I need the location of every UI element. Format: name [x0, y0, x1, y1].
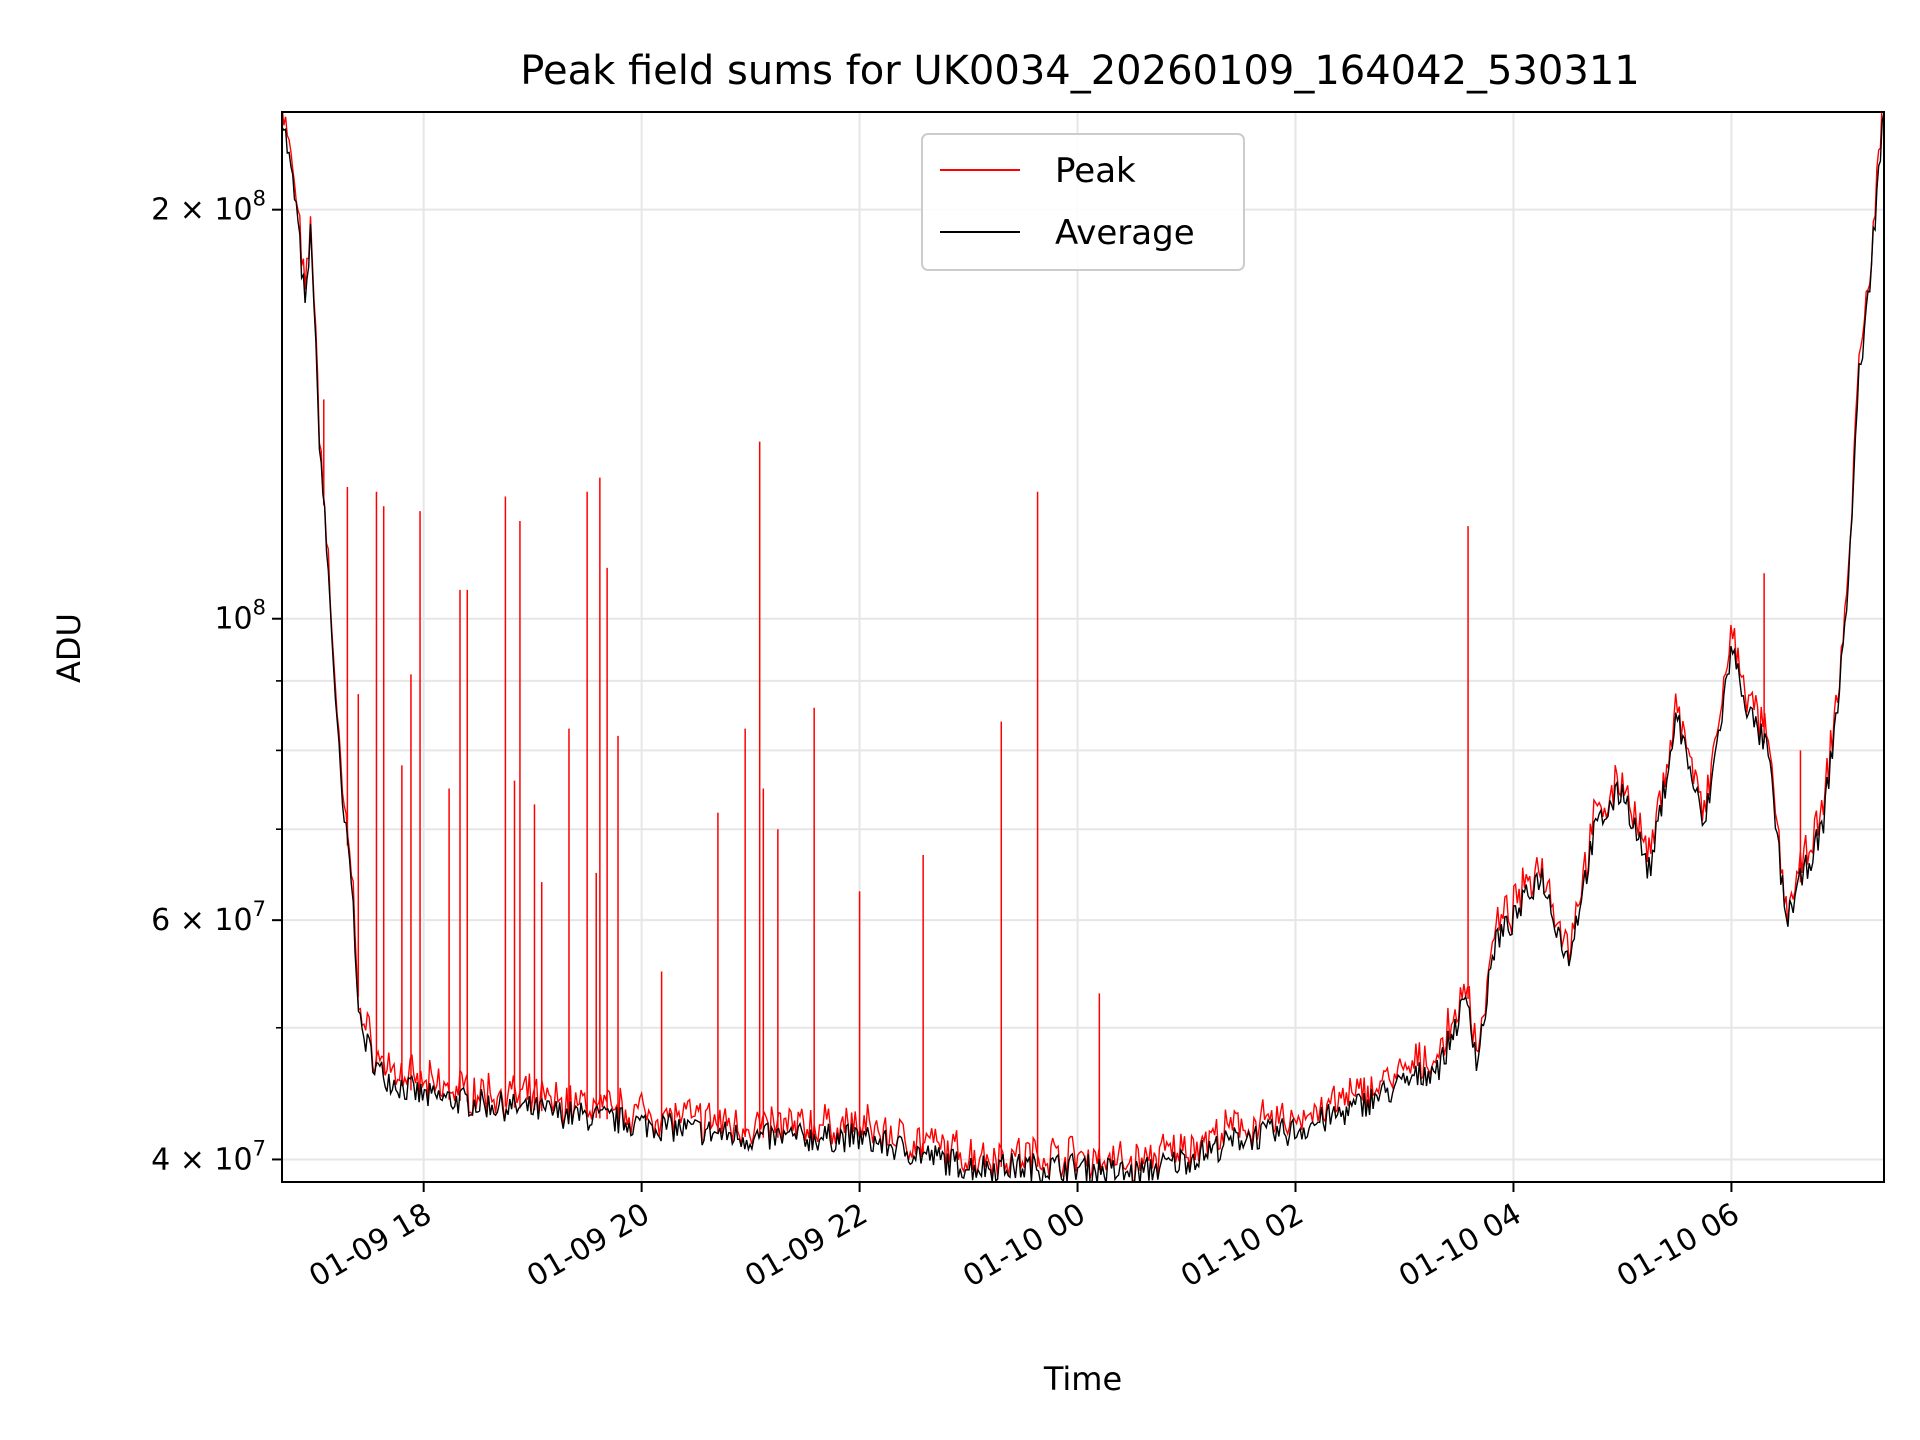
- legend: Peak Average: [921, 133, 1245, 271]
- series-layer: [282, 112, 1884, 1182]
- y-tick-label: 108: [214, 596, 266, 637]
- legend-box: [921, 133, 1245, 271]
- chart-title: Peak field sums for UK0034_20260109_1640…: [520, 48, 1639, 94]
- plot-frame: [281, 111, 1885, 1183]
- series-line-average: [282, 112, 1884, 1182]
- legend-label-peak: Peak: [1055, 151, 1136, 191]
- y-axis: 4 × 107 6 × 107 108 2 × 108: [151, 187, 282, 1177]
- y-tick-label: 4 × 107: [151, 1136, 266, 1177]
- y-tick-label: 6 × 107: [151, 897, 266, 938]
- y-axis-title: ADU: [50, 613, 88, 683]
- y-tick-label: 2 × 108: [151, 187, 266, 228]
- legend-label-average: Average: [1055, 213, 1195, 253]
- x-axis-title: Time: [1043, 1360, 1122, 1398]
- series-line-peak: [282, 112, 1883, 1182]
